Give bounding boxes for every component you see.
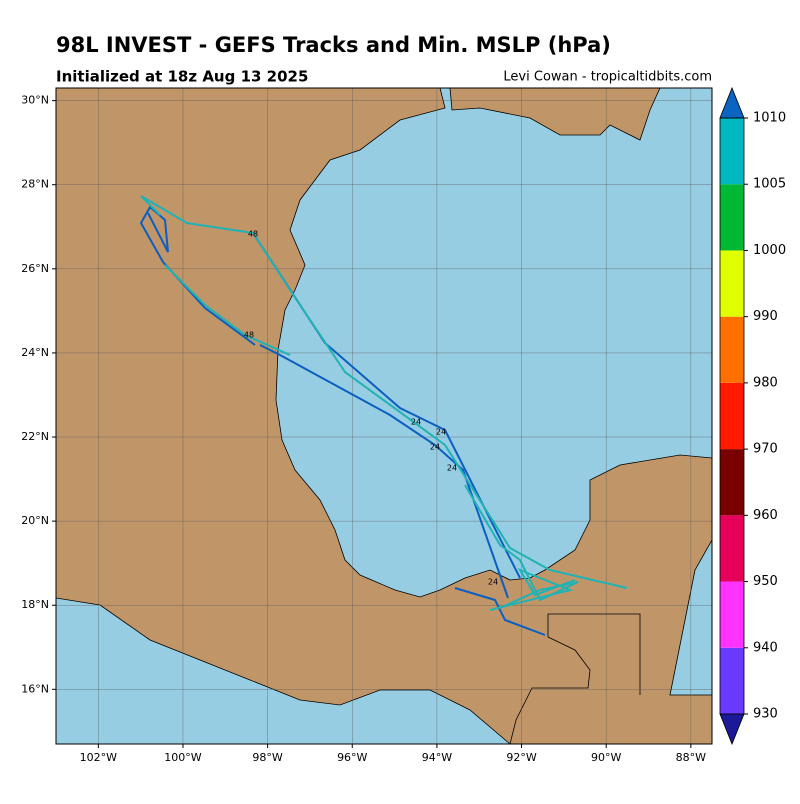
track [464, 484, 579, 609]
track-label: 24 [447, 464, 457, 473]
y-tick-label: 20°N [21, 514, 49, 527]
colorbar-label: 940 [753, 640, 778, 655]
colorbar-label: 990 [753, 309, 778, 324]
colorbar-label: 950 [753, 574, 778, 589]
colorbar-extend [719, 86, 745, 119]
colorbar-label: 1005 [753, 177, 786, 192]
border [547, 613, 641, 695]
y-tick-label: 18°N [21, 598, 49, 611]
map-frame [55, 87, 713, 745]
y-tick-label: 22°N [21, 430, 49, 443]
colorbar-label: 930 [753, 707, 778, 722]
track [259, 344, 509, 599]
credit: Levi Cowan - tropicaltidbits.com [503, 70, 712, 85]
title: 98L INVEST - GEFS Tracks and Min. MSLP (… [56, 33, 611, 57]
track-label: 24 [430, 443, 440, 452]
track [139, 205, 256, 346]
track-label: 24 [488, 578, 498, 587]
subtitle: Initialized at 18z Aug 13 2025 [56, 68, 308, 86]
map: 48 48 24 24 24 24 24 [56, 88, 712, 744]
colorbar-label: 970 [753, 442, 778, 457]
x-tick-label: 92°W [506, 751, 536, 764]
track-label: 48 [244, 331, 254, 340]
track-label: 24 [411, 418, 421, 427]
colorbar-segment [720, 316, 744, 383]
track-label: 24 [436, 428, 446, 437]
track [489, 567, 576, 611]
y-tick-label: 26°N [21, 262, 49, 275]
colorbar-segment [720, 382, 744, 450]
x-tick-label: 96°W [337, 751, 367, 764]
tracks [139, 195, 628, 636]
colorbar-segment [720, 449, 744, 516]
x-tick-label: 102°W [80, 751, 117, 764]
track [454, 587, 546, 636]
colorbar-frame [719, 117, 745, 715]
colorbar-segment [720, 581, 744, 648]
y-tick-label: 16°N [21, 682, 49, 695]
y-tick-label: 24°N [21, 346, 49, 359]
track-label: 48 [248, 230, 258, 239]
x-tick-label: 88°W [676, 751, 706, 764]
colorbar-segment [720, 250, 744, 317]
track [140, 195, 628, 589]
colorbar-segment [720, 515, 744, 582]
colorbar-segment [720, 118, 744, 185]
colorbar-label: 960 [753, 508, 778, 523]
track [164, 264, 291, 356]
colorbar-extend [719, 713, 745, 746]
x-tick-label: 90°W [591, 751, 621, 764]
x-tick-label: 100°W [164, 751, 201, 764]
colorbar-label: 1000 [753, 243, 786, 258]
x-tick-label: 98°W [252, 751, 282, 764]
colorbar-label: 1010 [753, 111, 786, 126]
y-tick-label: 28°N [21, 178, 49, 191]
x-tick-label: 94°W [422, 751, 452, 764]
border [509, 636, 591, 744]
colorbar-label: 980 [753, 375, 778, 390]
land [449, 88, 661, 141]
colorbar-segment [720, 184, 744, 251]
y-tick-label: 30°N [21, 94, 49, 107]
colorbar-segment [720, 647, 744, 714]
